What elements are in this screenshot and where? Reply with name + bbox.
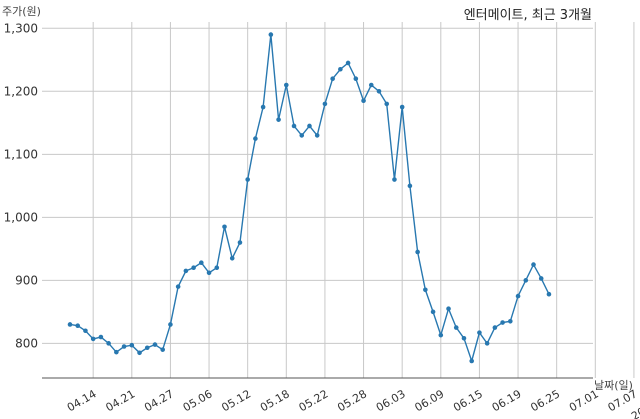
y-tick-label: 800: [15, 336, 38, 350]
data-point: [338, 66, 343, 72]
data-point: [276, 117, 281, 122]
data-point: [291, 123, 297, 129]
y-axis-label: 주가(원): [2, 5, 41, 18]
x-tick-label: 06.15: [451, 387, 485, 414]
data-point: [137, 350, 142, 356]
data-point: [67, 322, 73, 327]
data-point: [83, 328, 88, 334]
data-point: [515, 293, 521, 299]
x-tick-label: 05.12: [219, 387, 253, 414]
x-tick-labels: 04.14 04.21 04.27 05.06 05.12 05.18 05.22 05.28…: [65, 387, 640, 419]
data-point: [430, 309, 436, 315]
data-point: [222, 224, 227, 230]
data-point: [129, 342, 135, 348]
x-tick-label: 06.25: [528, 387, 562, 414]
data-point: [284, 82, 289, 88]
data-point: [508, 318, 513, 324]
data-point: [183, 268, 189, 274]
data-point: [384, 101, 390, 107]
data-point: [392, 177, 397, 182]
data-point: [345, 60, 351, 66]
data-point: [307, 123, 312, 129]
data-point: [461, 336, 467, 341]
data-point: [368, 82, 374, 88]
data-point: [415, 249, 420, 255]
data-point: [106, 341, 111, 346]
x-tick-label: 04.21: [104, 387, 138, 414]
data-point: [121, 344, 127, 349]
data-point: [538, 276, 544, 281]
data-point: [492, 325, 498, 330]
data-point: [75, 323, 81, 329]
data-point: [260, 104, 266, 110]
data-point: [160, 347, 165, 352]
data-point: [199, 260, 204, 265]
x-tick-label: 06.03: [374, 387, 408, 414]
data-point: [446, 306, 451, 311]
series-line: [69, 34, 550, 364]
data-point: [353, 76, 359, 82]
data-point: [299, 133, 305, 138]
data-point: [477, 330, 482, 335]
data-point: [469, 358, 475, 364]
data-point: [175, 284, 181, 289]
data-point: [423, 287, 428, 293]
data-point: [546, 291, 552, 297]
x-tick-label: 06.09: [413, 387, 447, 414]
data-point: [206, 270, 212, 276]
data-point: [90, 336, 96, 342]
y-tick-label: 900: [15, 273, 38, 287]
x-tick-label: 05.28: [335, 387, 369, 414]
data-point: [399, 104, 405, 110]
data-point: [484, 341, 490, 346]
data-point: [531, 262, 536, 267]
x-tick-label: 04.14: [65, 387, 99, 414]
x-tick-label: 06.19: [490, 387, 524, 414]
y-tick-label: 1,000: [4, 210, 38, 224]
x-tick-label: 05.18: [258, 387, 292, 414]
y-tick-label: 1,300: [4, 21, 38, 35]
grid-lines: [42, 22, 635, 378]
data-point: [322, 101, 328, 107]
data-point: [330, 76, 335, 82]
data-point: [253, 136, 258, 141]
data-point: [500, 320, 505, 325]
data-point: [214, 265, 220, 271]
data-point: [314, 133, 320, 138]
x-tick-label: 05.22: [297, 387, 331, 414]
data-point: [237, 240, 243, 245]
data-points: [67, 32, 552, 364]
x-tick-label: 04.27: [142, 387, 176, 414]
data-point: [438, 332, 444, 338]
data-point: [376, 89, 382, 94]
data-point: [152, 342, 158, 347]
y-tick-label: 1,200: [4, 84, 38, 98]
data-point: [114, 349, 119, 355]
data-point: [268, 32, 274, 37]
chart-title: 엔터메이트, 최근 3개월: [464, 8, 592, 23]
data-point: [245, 177, 250, 182]
data-point: [407, 183, 413, 189]
x-axis-label: 날짜(일): [594, 378, 633, 392]
y-tick-label: 1,100: [4, 147, 38, 161]
data-point: [361, 98, 366, 104]
data-point: [98, 334, 104, 340]
data-point: [229, 255, 235, 261]
data-point: [168, 322, 173, 327]
data-point: [191, 265, 196, 271]
data-point: [523, 278, 529, 283]
y-tick-labels: 800 900 1,000 1,100 1,200 1,300: [4, 21, 38, 350]
data-point: [144, 345, 150, 351]
x-tick-label: 05.06: [181, 387, 215, 414]
data-point: [453, 325, 459, 330]
